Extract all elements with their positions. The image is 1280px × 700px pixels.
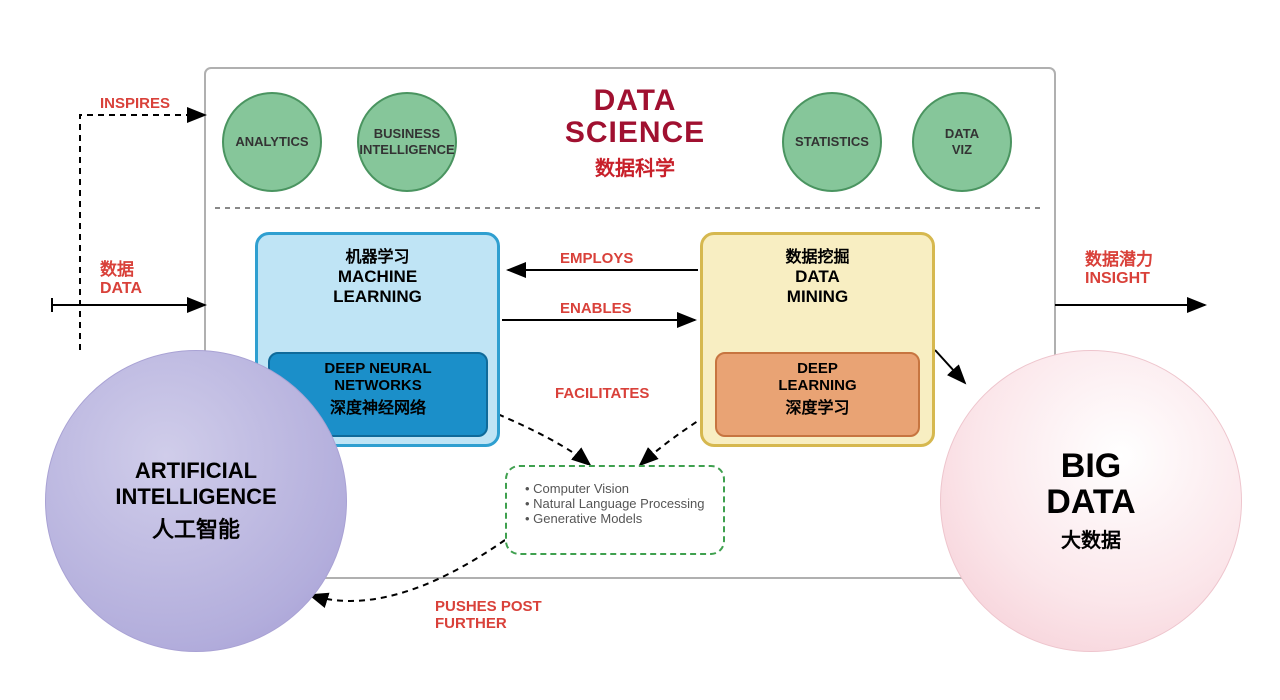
dl-cn: 深度学习 [717,394,918,418]
bd-en2: DATA [1046,485,1135,521]
ai-cn: 人工智能 [152,512,240,544]
inspires-arrow [80,115,205,350]
pushes-label-1: PUSHES POST [435,598,542,615]
ml-cn: 机器学习 [258,243,497,267]
ai-en2: INTELLIGENCE [115,484,276,510]
dnn-en2: NETWORKS [270,377,486,394]
title-line2: SCIENCE [530,117,740,149]
title-block: DATA SCIENCE 数据科学 [530,85,740,181]
insight-cn-label: 数据潜力 [1085,245,1153,270]
dataviz-circle: DATA VIZ [912,92,1012,192]
dataviz-label-2: VIZ [952,142,972,158]
facilitates-label: FACILITATES [555,385,649,402]
dm-cn: 数据挖掘 [703,243,932,267]
insight-label-block: 数据潜力 INSIGHT [1085,245,1153,288]
dl-en1: DEEP [717,360,918,377]
analytics-circle: ANALYTICS [222,92,322,192]
bd-en1: BIG [1061,449,1121,485]
pushes-arrow [310,540,505,601]
enables-label: ENABLES [560,300,632,317]
employs-label: EMPLOYS [560,250,633,267]
dm-en1: DATA [703,267,932,287]
pushes-label-2: FURTHER [435,615,542,632]
statistics-label: STATISTICS [795,134,869,150]
bi-label-1: BUSINESS [374,126,440,142]
ai-circle: ARTIFICIAL INTELLIGENCE 人工智能 [45,350,347,652]
deep-learning-box: DEEP LEARNING 深度学习 [715,352,920,437]
ml-en2: LEARNING [258,287,497,307]
dataviz-label-1: DATA [945,126,979,142]
bi-label-2: INTELLIGENCE [359,142,454,158]
ml-en1: MACHINE [258,267,497,287]
title-line1: DATA [530,85,740,117]
insight-en-label: INSIGHT [1085,270,1153,288]
statistics-circle: STATISTICS [782,92,882,192]
facilitates-left-arrow [488,410,590,465]
pushes-label-block: PUSHES POST FURTHER [435,598,542,632]
ai-en1: ARTIFICIAL [135,458,257,484]
dl-en2: LEARNING [717,377,918,394]
apps-item-2: • Generative Models [525,511,705,526]
apps-item-0: • Computer Vision [525,481,705,496]
apps-item-1: • Natural Language Processing [525,496,705,511]
bd-cn: 大数据 [1061,524,1121,553]
data-label-block: 数据 DATA [100,255,142,298]
dm-to-bigdata-arrow [935,350,965,383]
data-cn-label: 数据 [100,255,142,280]
dnn-en1: DEEP NEURAL [270,360,486,377]
data-en-label: DATA [100,280,142,298]
title-cn: 数据科学 [530,152,740,181]
dm-en2: MINING [703,287,932,307]
analytics-label: ANALYTICS [235,134,308,150]
inspires-label: INSPIRES [100,95,170,112]
bi-circle: BUSINESS INTELLIGENCE [357,92,457,192]
applications-box: • Computer Vision • Natural Language Pro… [505,465,725,555]
big-data-circle: BIG DATA 大数据 [940,350,1242,652]
